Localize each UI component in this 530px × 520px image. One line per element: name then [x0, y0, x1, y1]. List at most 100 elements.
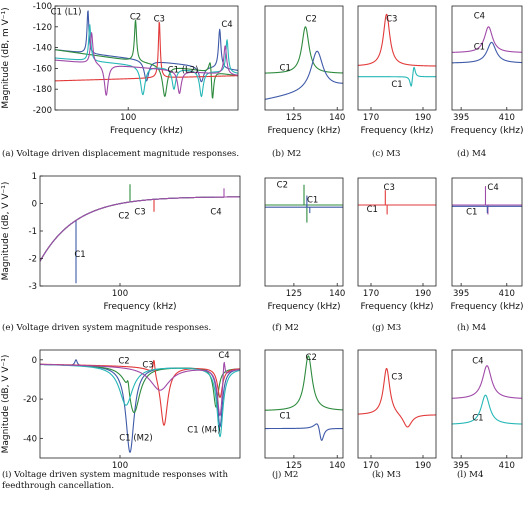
series-line-j-green	[265, 355, 343, 411]
x-tick-label-b-0: 125	[286, 113, 302, 123]
y-tick-label-e-1: 0	[32, 200, 37, 210]
plot-frame-d	[451, 5, 523, 111]
plot-frame-f	[264, 177, 344, 287]
caption-c: (c) M3	[372, 148, 401, 159]
chart-panel-f: 125 140 C2 C1 Frequency (kHz) (f) M2	[264, 177, 345, 333]
chart-panel-g: 170 190 C3 C1 Frequency (kHz) (g) M3	[357, 177, 437, 333]
annotation-a-1: C2	[130, 13, 141, 23]
caption-i: (i) Voltage driven system magnitude resp…	[2, 469, 228, 491]
y-tick-label-a-5: -200	[33, 106, 52, 116]
annotation-g-1: C1	[367, 205, 378, 215]
x-tick-label-k-1: 190	[415, 461, 431, 471]
y-axis-label-i: Magnitude (dB, V V⁻¹)	[1, 355, 11, 454]
x-tick-label-j-1: 140	[329, 461, 345, 471]
x-tick-label-g-0: 170	[363, 289, 379, 299]
annotation-c-0: C3	[386, 15, 397, 25]
caption-a: (a) Voltage driven displacement magnitud…	[2, 148, 239, 159]
series-line-a-green	[55, 19, 238, 99]
x-tick-label-h-1: 410	[499, 289, 515, 299]
chart-panel-h: 395 410 C4 C1 Frequency (kHz) (h) M4	[450, 177, 524, 333]
chart-panel-b: 125 140 C2 C1 Frequency (kHz) (b) M2	[264, 5, 345, 159]
x-axis-label-f: Frequency (kHz)	[267, 302, 340, 312]
annotation-i-2: C4	[218, 351, 229, 361]
x-axis-label-e: Frequency (kHz)	[103, 302, 176, 312]
caption-l: (l) M4	[457, 469, 484, 480]
plot-frame-i	[39, 349, 241, 459]
chart-panel-a: 100 -100 -120 -140 -160 -180 -200 C1 (L1) C2 C3 C4…	[1, 2, 239, 159]
annotation-i-4: C1 (M4)	[187, 425, 220, 435]
x-tick-label-g-1: 190	[415, 289, 431, 299]
series-line-l-purple	[452, 365, 522, 399]
x-tick-label-c-1: 190	[415, 113, 431, 123]
annotation-i-0: C2	[118, 357, 129, 367]
chart-panel-d: 395 410 C4 C1 Frequency (kHz) (d) M4	[450, 5, 524, 159]
x-axis-label-g: Frequency (kHz)	[360, 302, 433, 312]
annotation-l-0: C4	[472, 357, 483, 367]
y-tick-label-e-0: 1	[32, 172, 37, 182]
annotation-e-3: C4	[210, 208, 221, 218]
y-tick-label-a-1: -120	[33, 23, 52, 33]
plot-frame-b	[264, 5, 344, 111]
plot-frame-l	[451, 349, 523, 459]
annotation-h-1: C1	[466, 207, 477, 217]
x-tick-label-l-0: 395	[453, 461, 469, 471]
chart-panel-e: 100 1 0 -1 -2 -3 C1 C2 C3 C4 Frequency (kHz) Magnit…	[1, 172, 241, 333]
y-axis-label-a: Magnitude (dB, m V⁻¹)	[1, 7, 11, 108]
annotation-a-2: C3	[154, 15, 165, 25]
y-tick-label-a-0: -100	[33, 2, 52, 12]
annotation-e-1: C2	[118, 212, 129, 222]
chart-panel-l: 395 410 C4 C1 (l) M4	[451, 349, 523, 480]
annotation-i-1: C3	[142, 361, 153, 371]
annotation-b-0: C2	[306, 15, 317, 25]
y-tick-label-a-2: -140	[33, 44, 52, 54]
y-tick-label-a-3: -160	[33, 64, 52, 74]
caption-b: (b) M2	[272, 148, 301, 159]
series-line-d-purple	[452, 26, 522, 53]
annotation-c-1: C1	[391, 80, 402, 90]
annotation-d-0: C4	[474, 11, 485, 21]
series-line-j-blue	[265, 423, 343, 441]
x-tick-label-b-1: 140	[329, 113, 345, 123]
x-tick-label-d-0: 395	[453, 113, 469, 123]
caption-j: (j) M2	[272, 469, 298, 480]
annotation-a-0: C1 (L1)	[51, 7, 82, 17]
annotation-b-1: C1	[280, 63, 291, 73]
y-tick-label-i-2: -40	[23, 434, 37, 444]
x-tick-label-i-0: 100	[112, 461, 128, 471]
caption-g: (g) M3	[372, 322, 401, 333]
annotation-e-0: C1	[74, 250, 85, 260]
annotation-h-0: C4	[487, 183, 498, 193]
x-tick-label-k-0: 170	[363, 461, 379, 471]
caption-k: (k) M3	[372, 469, 401, 480]
x-tick-label-l-1: 410	[499, 461, 515, 471]
caption-d: (d) M4	[457, 148, 487, 159]
plot-frame-e	[39, 175, 241, 287]
plot-frame-g	[357, 177, 437, 287]
annotation-a-4: C1 (L2)	[168, 66, 199, 76]
chart-panel-i: 100 0 -20 -40 C2 C3 C4 C1 (M2) C1 (M4) Magnitude …	[1, 349, 241, 491]
caption-h: (h) M4	[457, 322, 487, 333]
caption-f: (f) M2	[272, 322, 299, 333]
annotation-e-2: C3	[134, 208, 145, 218]
series-line-e-purple	[40, 196, 240, 262]
series-line-b-blue	[265, 50, 343, 100]
x-tick-label-a-0: 100	[120, 113, 136, 123]
caption-e: (e) Voltage driven system magnitude resp…	[2, 322, 211, 333]
x-tick-label-h-0: 395	[453, 289, 469, 299]
plot-frame-a	[54, 5, 239, 111]
y-tick-label-i-0: 0	[32, 356, 37, 366]
annotation-f-1: C1	[307, 195, 318, 205]
plot-frame-j	[264, 349, 344, 459]
series-line-i-purple	[40, 361, 240, 417]
chart-panel-j: 125 140 C2 C1 (j) M2	[264, 349, 345, 480]
y-tick-label-e-2: -1	[29, 227, 37, 237]
y-tick-label-a-4: -180	[33, 85, 52, 95]
y-axis-label-e: Magnitude (dB, V V⁻¹)	[1, 182, 11, 281]
series-line-i-green	[40, 363, 240, 414]
x-tick-label-e-0: 100	[112, 289, 128, 299]
series-line-a-cyan	[55, 24, 238, 98]
x-axis-label-c: Frequency (kHz)	[360, 126, 433, 136]
series-line-b-green	[265, 26, 343, 74]
annotation-j-0: C2	[306, 353, 317, 363]
